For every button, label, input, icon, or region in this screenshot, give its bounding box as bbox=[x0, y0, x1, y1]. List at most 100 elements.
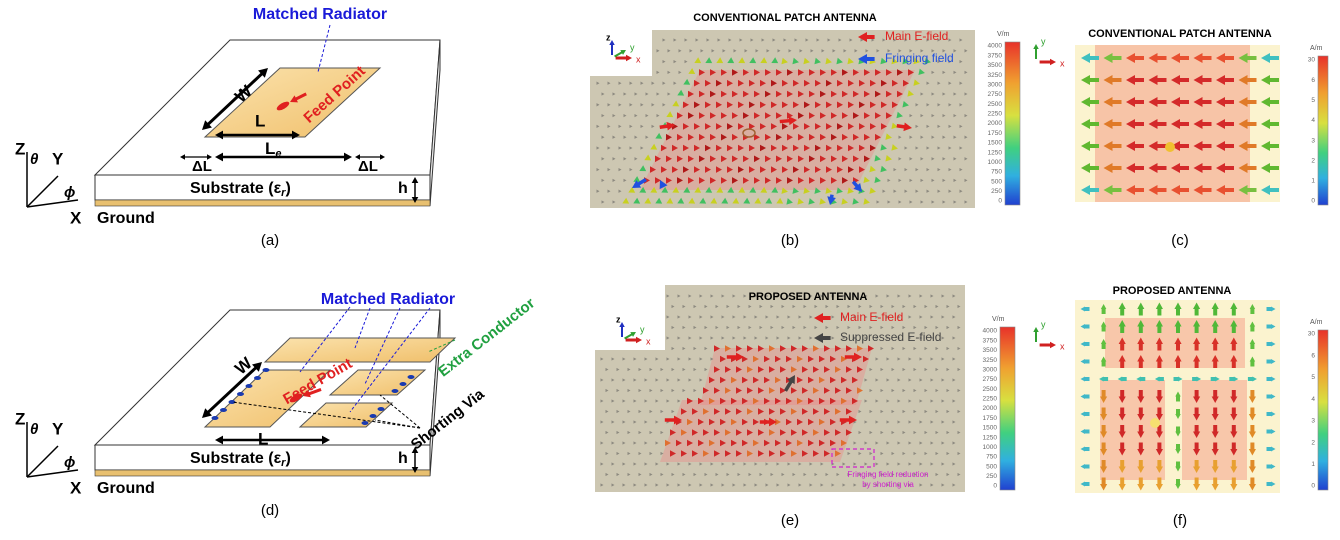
colorbar-label: 2750 bbox=[988, 91, 1003, 98]
label-subscript: e bbox=[275, 148, 281, 160]
colorbar bbox=[1000, 327, 1015, 490]
label-text: Substrate (ε bbox=[190, 450, 282, 467]
colorbar-label: 4 bbox=[1311, 396, 1315, 403]
legend-label: Suppressed E-field bbox=[840, 330, 941, 344]
label-text: Substrate (ε bbox=[190, 180, 282, 197]
colorbar-label: 1250 bbox=[988, 149, 1003, 156]
colorbar-label: 3 bbox=[1311, 137, 1315, 144]
colorbar-label: 750 bbox=[986, 454, 997, 461]
colorbar-label: 0 bbox=[993, 483, 997, 490]
axis-label: ϕ bbox=[64, 184, 75, 201]
panel-title: CONVENTIONAL PATCH ANTENNA bbox=[1088, 28, 1272, 40]
figure: ZYXθϕSubstrate (εr)hGround(a)Matched Rad… bbox=[0, 0, 1340, 540]
axis-label: y bbox=[640, 324, 645, 334]
caption: (b) bbox=[781, 232, 799, 249]
feed-point bbox=[1150, 418, 1160, 428]
shorting-via bbox=[263, 368, 270, 372]
axis-label: θ bbox=[30, 151, 39, 168]
colorbar-label: 6 bbox=[1311, 352, 1315, 359]
panel-title: PROPOSED ANTENNA bbox=[1113, 285, 1232, 297]
label: L bbox=[255, 111, 265, 130]
colorbar-label: 500 bbox=[991, 178, 1002, 185]
label: Substrate (εr) bbox=[190, 450, 291, 469]
axis-line bbox=[27, 176, 58, 207]
colorbar-unit: V/m bbox=[992, 316, 1005, 323]
colorbar-label: 250 bbox=[986, 473, 997, 480]
colorbar-label: 1000 bbox=[983, 444, 998, 451]
label: Substrate (εr) bbox=[190, 180, 291, 199]
colorbar-label: 5 bbox=[1311, 374, 1315, 381]
legend-label: Main E-field bbox=[840, 310, 903, 324]
colorbar-label: 3750 bbox=[983, 337, 998, 344]
label: ΔL bbox=[358, 158, 378, 175]
axis-label: y bbox=[1041, 36, 1046, 46]
axis-label: Y bbox=[52, 419, 64, 438]
panel-title: PROPOSED ANTENNA bbox=[749, 291, 868, 303]
axis-line bbox=[27, 446, 58, 477]
patch-overlay bbox=[1100, 380, 1165, 480]
axis-label: X bbox=[70, 478, 82, 497]
colorbar bbox=[1005, 42, 1020, 205]
colorbar-label: 0 bbox=[1311, 483, 1315, 490]
colorbar-label: 2500 bbox=[988, 101, 1003, 108]
caption: (d) bbox=[261, 502, 279, 519]
colorbar-label: 3000 bbox=[988, 81, 1003, 88]
ground-plane bbox=[95, 470, 430, 476]
axis-label: x bbox=[1060, 58, 1065, 68]
colorbar-label: 2500 bbox=[983, 386, 998, 393]
colorbar-label: 4000 bbox=[988, 43, 1003, 50]
colorbar-label: 500 bbox=[986, 463, 997, 470]
axis-label: Y bbox=[52, 149, 64, 168]
colorbar-label: 3250 bbox=[983, 357, 998, 364]
axis-label: x bbox=[636, 54, 641, 64]
shorting-via bbox=[378, 407, 385, 411]
colorbar-label: 2000 bbox=[983, 405, 998, 412]
colorbar bbox=[1318, 56, 1328, 205]
axis-label: θ bbox=[30, 421, 39, 438]
triad-box bbox=[1028, 32, 1074, 74]
axis-label: y bbox=[630, 42, 635, 52]
label: Ground bbox=[97, 480, 155, 497]
shorting-via bbox=[408, 375, 415, 379]
colorbar-label: 1 bbox=[1311, 461, 1315, 468]
colorbar-label: 6 bbox=[1311, 77, 1315, 84]
colorbar-label: 750 bbox=[991, 169, 1002, 176]
colorbar-label: 1750 bbox=[988, 130, 1003, 137]
legend-label: Main E-field bbox=[885, 29, 948, 43]
shorting-via bbox=[246, 384, 253, 388]
label: Matched Radiator bbox=[321, 291, 455, 308]
shorting-via bbox=[400, 382, 407, 386]
colorbar-label: 3750 bbox=[988, 52, 1003, 59]
ground-plane bbox=[95, 200, 430, 206]
colorbar-label: 3 bbox=[1311, 418, 1315, 425]
axis-label: X bbox=[70, 208, 82, 227]
label-text: L bbox=[265, 139, 275, 158]
colorbar-label: 2750 bbox=[983, 376, 998, 383]
colorbar-label: 1500 bbox=[988, 140, 1003, 147]
shorting-via bbox=[212, 416, 219, 420]
panel-title: CONVENTIONAL PATCH ANTENNA bbox=[693, 12, 877, 24]
colorbar-label: 4 bbox=[1311, 117, 1315, 124]
colorbar-label: 3500 bbox=[988, 62, 1003, 69]
label: Ground bbox=[97, 210, 155, 227]
colorbar-label: 2000 bbox=[988, 120, 1003, 127]
colorbar-label: 3250 bbox=[988, 72, 1003, 79]
label: Matched Radiator bbox=[253, 6, 387, 23]
colorbar bbox=[1318, 330, 1328, 490]
annotation: by shorting via bbox=[862, 480, 914, 489]
colorbar-label: 3000 bbox=[983, 366, 998, 373]
colorbar-unit: V/m bbox=[997, 31, 1010, 38]
colorbar-label: 30 bbox=[1308, 57, 1316, 64]
shorting-via bbox=[362, 421, 369, 425]
colorbar-label: 1500 bbox=[983, 425, 998, 432]
axis-line bbox=[27, 200, 78, 207]
axis-label: x bbox=[646, 336, 651, 346]
colorbar-label: 5 bbox=[1311, 97, 1315, 104]
axis-label: z bbox=[616, 314, 621, 324]
colorbar-unit: A/m bbox=[1310, 319, 1323, 326]
colorbar-label: 0 bbox=[1311, 198, 1315, 205]
colorbar-label: 1 bbox=[1311, 178, 1315, 185]
colorbar-label: 0 bbox=[998, 198, 1002, 205]
colorbar-label: 250 bbox=[991, 188, 1002, 195]
colorbar-label: 1250 bbox=[983, 434, 998, 441]
